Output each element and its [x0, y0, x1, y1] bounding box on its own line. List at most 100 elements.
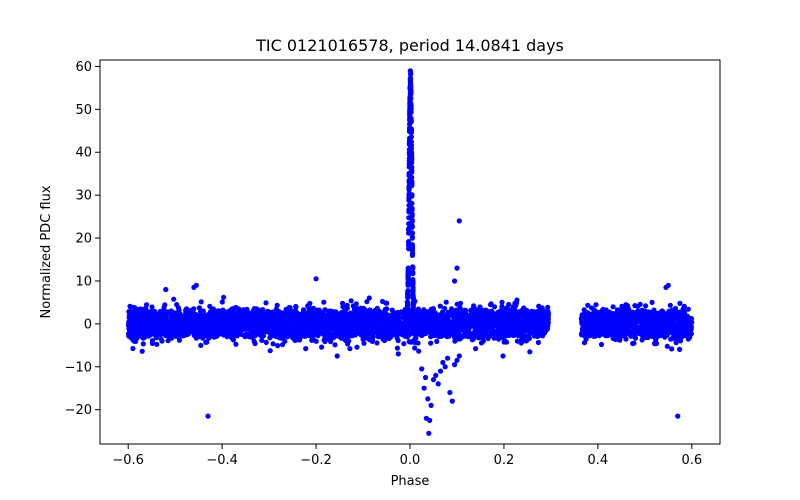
- y-tick-label: 30: [75, 189, 92, 204]
- data-point: [293, 317, 299, 323]
- data-point: [480, 317, 486, 323]
- data-point: [231, 329, 237, 336]
- data-point: [637, 301, 643, 307]
- data-point: [595, 324, 601, 330]
- outlier-point: [428, 402, 434, 408]
- peak-point: [409, 205, 415, 211]
- data-point: [590, 311, 596, 317]
- data-point: [450, 329, 456, 335]
- data-point: [645, 322, 651, 328]
- data-point: [499, 299, 505, 305]
- data-point: [339, 315, 345, 321]
- data-point: [595, 313, 602, 319]
- data-point: [625, 320, 631, 326]
- data-point: [522, 326, 528, 332]
- peak-point: [409, 156, 415, 162]
- x-tick-label: 0.0: [400, 453, 421, 468]
- data-point: [652, 324, 658, 330]
- peak-point: [405, 279, 411, 286]
- data-point: [509, 310, 516, 316]
- data-point: [202, 333, 208, 339]
- outlier-point: [313, 276, 319, 282]
- data-point: [674, 312, 681, 318]
- data-point: [453, 307, 459, 313]
- data-point: [384, 330, 390, 336]
- peak-point: [405, 299, 411, 305]
- data-point: [685, 306, 691, 312]
- data-point: [355, 309, 361, 315]
- data-point: [541, 317, 547, 323]
- data-points: [125, 68, 695, 436]
- data-point: [201, 329, 207, 335]
- data-point: [154, 312, 160, 318]
- peak-point: [409, 245, 415, 251]
- y-tick-label: −20: [65, 403, 92, 418]
- outlier-point: [395, 351, 401, 357]
- data-point: [312, 317, 318, 323]
- data-point: [443, 314, 449, 320]
- data-point: [220, 329, 226, 335]
- data-point: [513, 300, 520, 306]
- data-point: [151, 317, 158, 323]
- peak-point: [405, 275, 411, 282]
- data-point: [677, 300, 683, 306]
- data-point: [389, 307, 395, 313]
- data-point: [249, 317, 255, 324]
- data-point: [463, 322, 469, 328]
- data-point: [649, 309, 655, 315]
- data-point: [237, 326, 243, 332]
- data-point: [321, 299, 327, 305]
- data-point: [135, 316, 142, 322]
- data-point: [480, 329, 486, 336]
- data-point: [136, 324, 142, 331]
- data-point: [435, 320, 441, 327]
- data-point: [241, 317, 247, 323]
- data-point: [467, 319, 473, 325]
- peak-point: [412, 332, 418, 338]
- data-point: [687, 325, 693, 331]
- data-point: [322, 326, 328, 333]
- data-point: [170, 311, 176, 317]
- data-point: [584, 310, 590, 316]
- data-point: [423, 330, 429, 336]
- outlier-point: [205, 413, 211, 419]
- peak-point: [408, 95, 414, 101]
- peak-point: [408, 130, 414, 136]
- data-point: [353, 301, 359, 307]
- data-point: [149, 304, 155, 310]
- data-point: [521, 313, 527, 319]
- data-point: [483, 313, 489, 319]
- peak-point: [410, 282, 416, 288]
- data-point: [589, 316, 595, 322]
- x-tick-label: 0.2: [494, 453, 515, 468]
- data-point: [175, 310, 181, 316]
- data-point: [157, 315, 163, 321]
- data-point: [346, 338, 352, 344]
- data-point: [328, 318, 334, 324]
- data-point: [430, 332, 436, 338]
- data-point: [351, 326, 357, 332]
- data-point: [218, 314, 224, 320]
- data-point: [177, 326, 183, 332]
- data-point: [545, 308, 551, 314]
- data-point: [224, 334, 230, 340]
- peak-point: [409, 149, 415, 155]
- data-point: [293, 333, 299, 339]
- data-point: [440, 309, 446, 315]
- x-tick-label: 0.6: [681, 453, 702, 468]
- data-point: [200, 322, 206, 328]
- data-point: [412, 345, 418, 351]
- data-point: [637, 313, 644, 319]
- data-point: [375, 334, 381, 340]
- data-point: [339, 324, 345, 330]
- outlier-point: [422, 374, 429, 381]
- data-point: [378, 309, 384, 316]
- data-point: [384, 306, 390, 312]
- data-point: [129, 329, 135, 335]
- data-point: [145, 328, 151, 334]
- data-point: [348, 298, 354, 304]
- outlier-point: [440, 359, 446, 366]
- data-point: [166, 318, 172, 325]
